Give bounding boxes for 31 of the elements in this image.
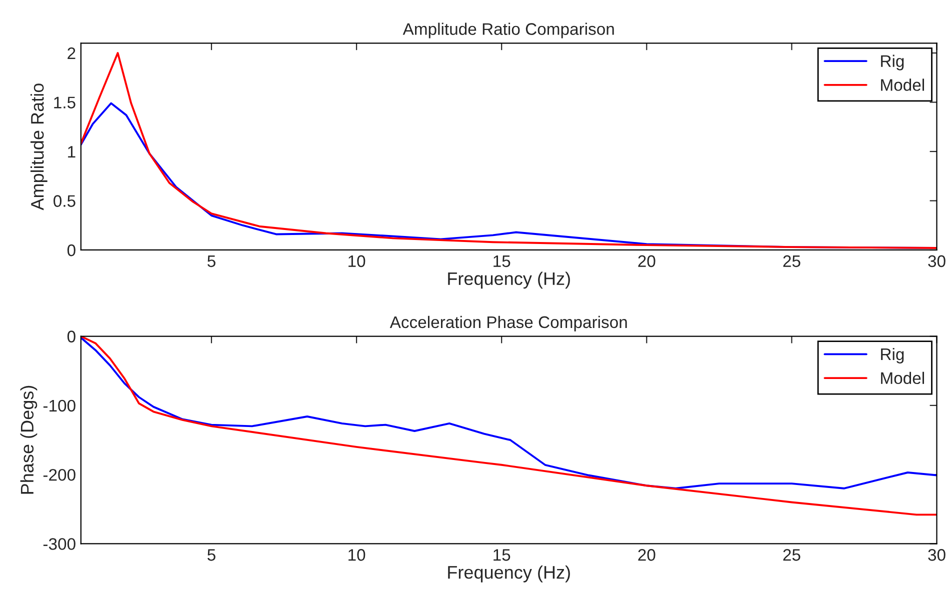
y-tick-label: 1.5: [54, 96, 76, 108]
x-tick-label: 25: [783, 549, 800, 561]
y-tick-label: 0: [67, 244, 76, 256]
x-tick-label: 30: [928, 255, 946, 268]
y-tick-label: -300: [43, 538, 76, 550]
y-tick-label: 2: [68, 47, 76, 60]
x-tick-label: 15: [494, 549, 510, 561]
legend-label: Rig: [881, 54, 904, 70]
x-tick-label: 10: [348, 549, 366, 561]
y-tick-label: 0.5: [54, 195, 76, 207]
x-axis-title: Frequency (Hz): [448, 272, 570, 289]
y-tick-label: -100: [43, 400, 76, 412]
y-axis-title: Amplitude Ratio: [30, 84, 48, 210]
x-tick-label: 30: [928, 549, 946, 561]
x-tick-label: 20: [638, 255, 656, 268]
chart-title: Acceleration Phase Comparison: [390, 316, 627, 332]
x-tick-label: 20: [638, 549, 656, 561]
x-tick-label: 5: [208, 549, 216, 561]
legend-label: Rig: [881, 348, 904, 364]
y-tick-label: 1: [68, 146, 76, 158]
chart-title: Amplitude Ratio Comparison: [402, 22, 614, 38]
x-axis-title: Frequency (Hz): [448, 566, 570, 582]
y-tick-label: 0: [67, 330, 76, 342]
x-tick-label: 15: [494, 255, 510, 268]
y-tick-label: -200: [43, 468, 76, 481]
x-tick-label: 5: [208, 255, 216, 268]
x-tick-label: 10: [348, 255, 366, 268]
legend-label: Model: [881, 78, 924, 91]
y-axis-title: Phase (Degs): [20, 386, 38, 494]
legend-label: Model: [881, 372, 924, 384]
x-tick-label: 25: [783, 255, 800, 268]
